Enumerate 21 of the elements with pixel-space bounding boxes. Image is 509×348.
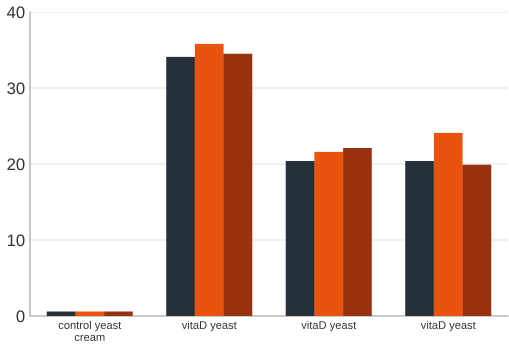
y-tick-label: 40: [6, 6, 24, 18]
y-tick-label: 10: [8, 234, 24, 246]
bar: [314, 152, 344, 316]
bar: [194, 44, 224, 316]
bar: [75, 311, 104, 316]
bar: [104, 311, 133, 316]
x-tick-label: vitaD yeast: [182, 320, 237, 332]
x-tick-label: control yeast cream: [58, 320, 122, 341]
bar: [434, 132, 463, 316]
bar: [343, 148, 372, 316]
y-tick-label: 30: [7, 82, 24, 94]
y-tick-label: 0: [16, 310, 24, 322]
x-tick-label: vitaD yeast: [420, 320, 476, 332]
bar: [224, 54, 252, 316]
bar: [462, 164, 492, 316]
bar: [46, 311, 76, 316]
bar: [286, 160, 314, 316]
bar: [166, 56, 195, 316]
x-tick-label: vitaD yeast: [301, 320, 356, 332]
y-tick-label: 20: [7, 158, 24, 170]
bar: [405, 160, 434, 316]
